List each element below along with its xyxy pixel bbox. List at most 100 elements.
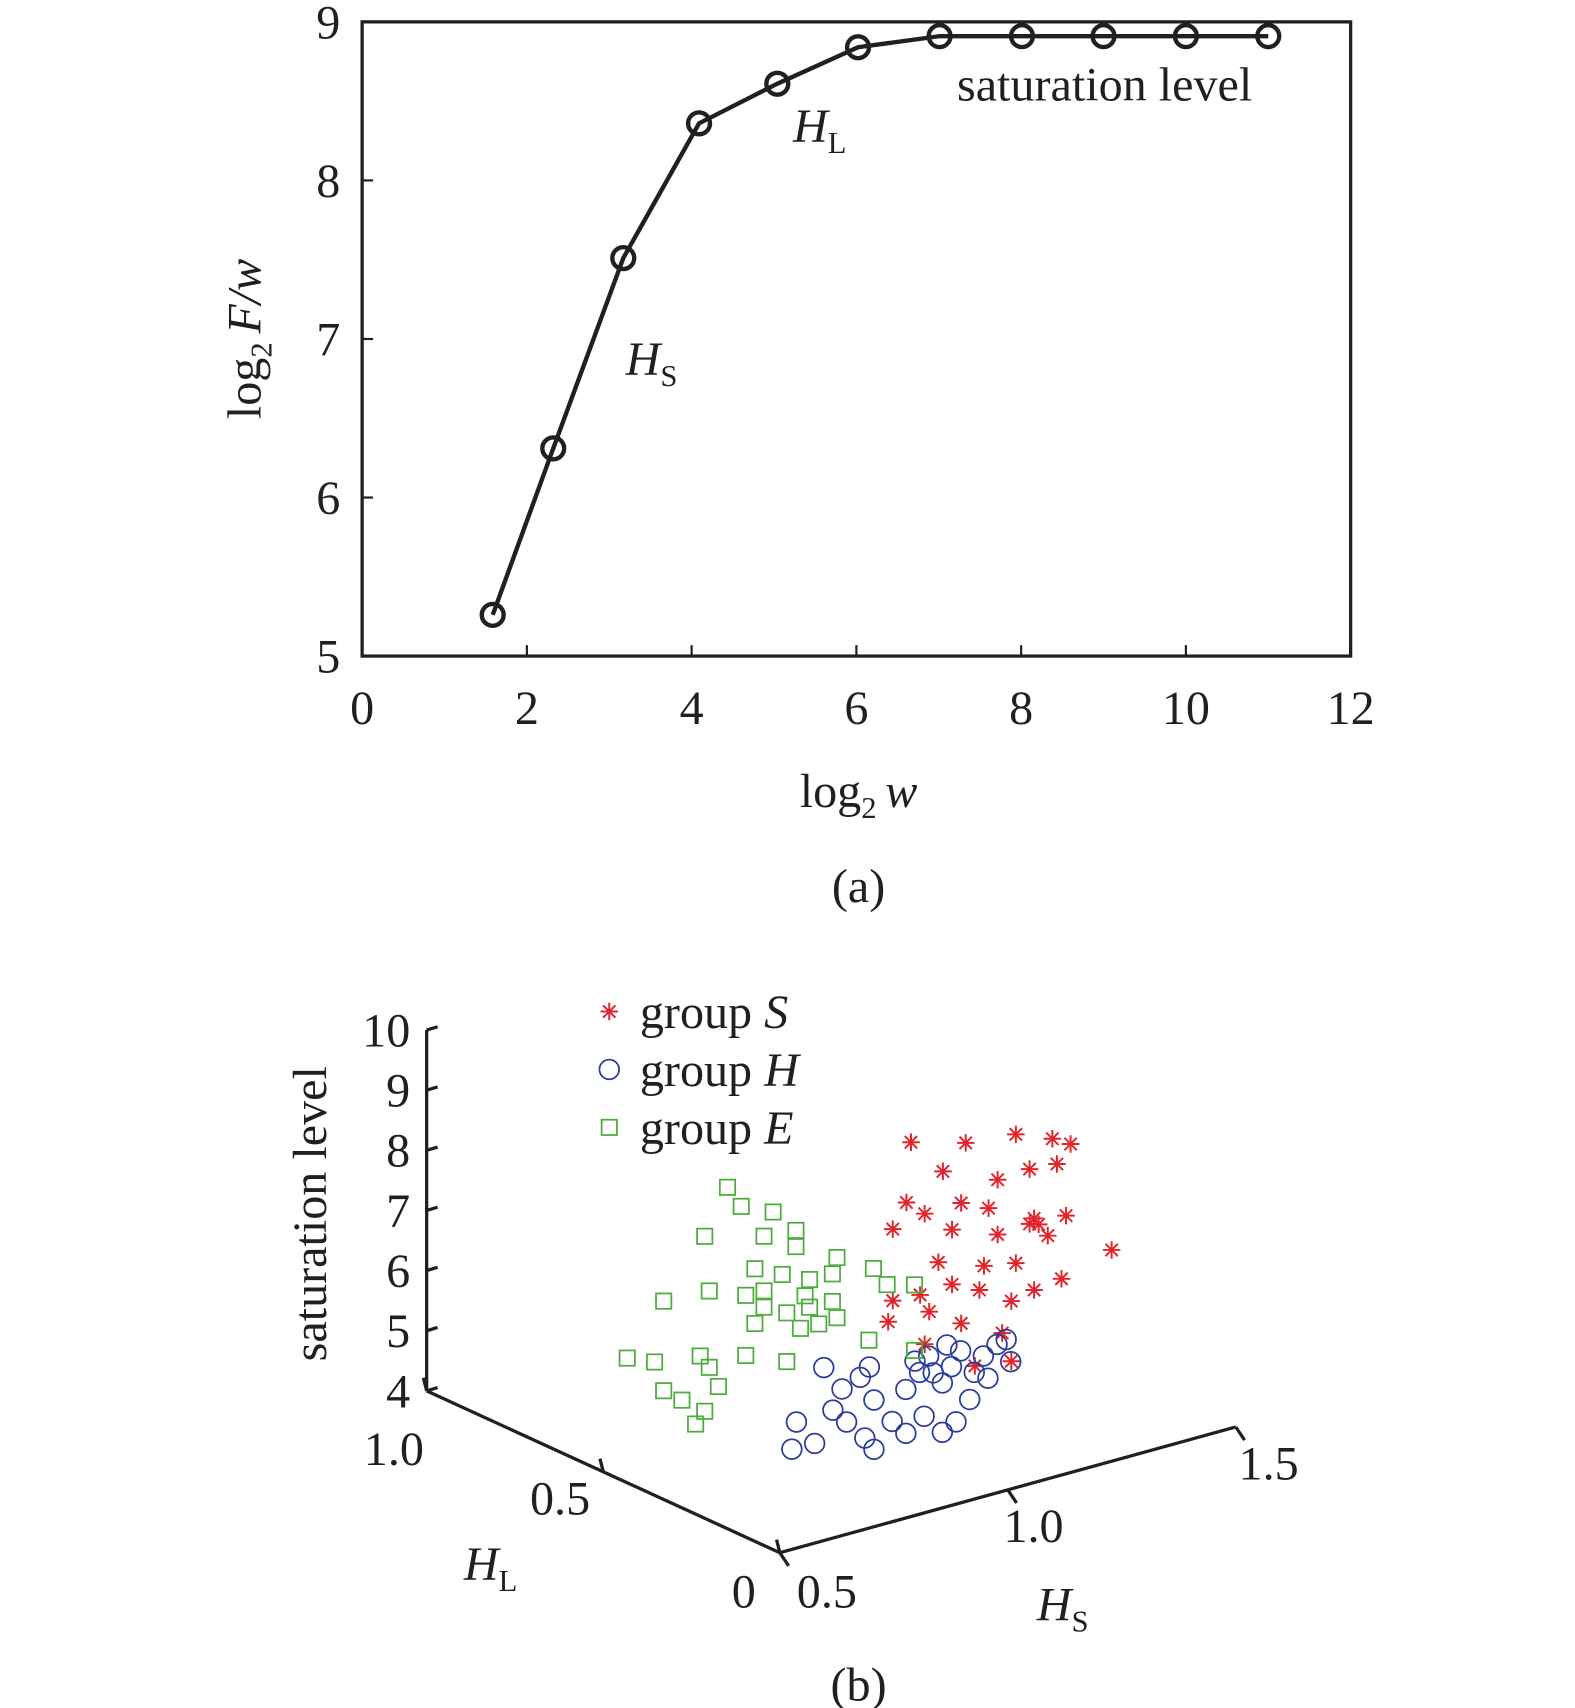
data-point [1255,23,1282,50]
data-point [844,34,872,61]
data-point [1025,1281,1043,1299]
data-point [1172,23,1200,50]
annotation-hl-sub: L [828,126,847,160]
data-point [952,1314,970,1333]
data-point [828,1309,846,1327]
data-point [746,1260,764,1278]
series-line [490,33,1269,616]
data-point [822,1399,844,1421]
y-label-var: F/w [218,259,271,335]
data-point [746,1314,764,1333]
data-point [828,1249,846,1267]
z-tick-mark [426,1025,439,1032]
x-axis-label-a: log2 w [800,765,918,825]
asterisk-legend-icon [600,1002,619,1021]
data-point [479,601,506,628]
data-point [803,1432,826,1455]
data-point [718,1178,737,1196]
hs-tick-label: 1.5 [1239,1437,1299,1490]
z-tick-mark [426,1145,439,1152]
data-point [952,1194,970,1212]
data-point [685,110,713,137]
z-axis-label-b: saturation level [284,1066,337,1361]
legend-label-text: group [640,1102,764,1155]
data-point [1090,23,1117,50]
hs-label-main: H [1036,1579,1074,1632]
data-point [655,1292,673,1310]
y-label-sub: 2 [244,342,278,357]
data-point [926,23,953,50]
data-point [1008,23,1036,50]
z-tick-mark [426,1205,439,1213]
data-point [700,1358,718,1376]
data-point [773,1265,791,1283]
data-point [884,1291,902,1310]
legend-label-text: group [640,1044,764,1097]
z-tick-mark [426,1386,439,1393]
data-point [831,1378,853,1400]
hl-tick-label: 0.5 [530,1472,590,1525]
hl-label-sub: L [499,1564,518,1598]
data-point [860,1331,878,1349]
legend-label: group E [640,1102,794,1155]
data-point [858,1356,881,1378]
hs-tick-label: 1.0 [1003,1500,1063,1553]
data-point [905,1276,924,1294]
data-point [835,1411,858,1433]
data-point [785,1411,808,1433]
data-point [801,1270,819,1289]
data-point [778,1304,796,1322]
x-label-sub: 2 [861,791,876,825]
data-point [878,1276,896,1294]
z-tick-label: 8 [386,1125,410,1178]
data-point [988,1170,1007,1189]
data-point [737,1346,755,1364]
data-point [949,1340,972,1362]
data-point [764,1203,782,1221]
points-b [618,1125,1121,1461]
series-group-s [879,1125,1121,1375]
x-tick-label: 10 [1162,682,1210,735]
data-point [1007,1125,1025,1144]
x-tick-label: 12 [1327,682,1375,735]
data-point [755,1227,773,1245]
data-point [696,1227,714,1245]
z-tick-mark [426,1085,439,1092]
data-point [963,1361,985,1384]
annotation-hs-sub: S [660,359,677,393]
series-a [479,23,1282,628]
x-tick-label: 4 [680,682,704,735]
hs-tick-mark [1006,1488,1018,1504]
data-point [913,1405,935,1427]
legend-label: group S [640,986,788,1039]
hl-tick-label: 0 [732,1565,756,1618]
hl-tick-mark [421,1377,429,1392]
data-point [687,1415,705,1433]
data-point [1020,1160,1039,1178]
z-tick-label: 5 [386,1305,410,1358]
data-point [943,1220,961,1239]
data-point [934,1162,952,1181]
data-point [618,1349,636,1367]
data-point [1007,1254,1025,1272]
data-point [1057,1206,1075,1225]
data-point [864,1260,882,1278]
hs-tick-mark [778,1551,790,1567]
data-point [813,1356,835,1379]
data-point [1043,1130,1062,1148]
series-group-e [618,1178,924,1433]
data-point [915,1204,934,1223]
y-tick-label: 5 [316,630,340,683]
panel-label-b: (b) [831,1658,887,1708]
data-point [977,1367,999,1389]
data-point [863,1389,885,1411]
z-tick-mark [426,1265,439,1273]
hl-tick-mark [774,1539,782,1554]
z-tick-label: 9 [386,1065,410,1118]
data-point [1048,1155,1066,1173]
data-point [915,1335,934,1353]
y-tick-label: 7 [316,313,340,366]
data-point [884,1220,902,1238]
hs-label-sub: S [1072,1604,1089,1638]
